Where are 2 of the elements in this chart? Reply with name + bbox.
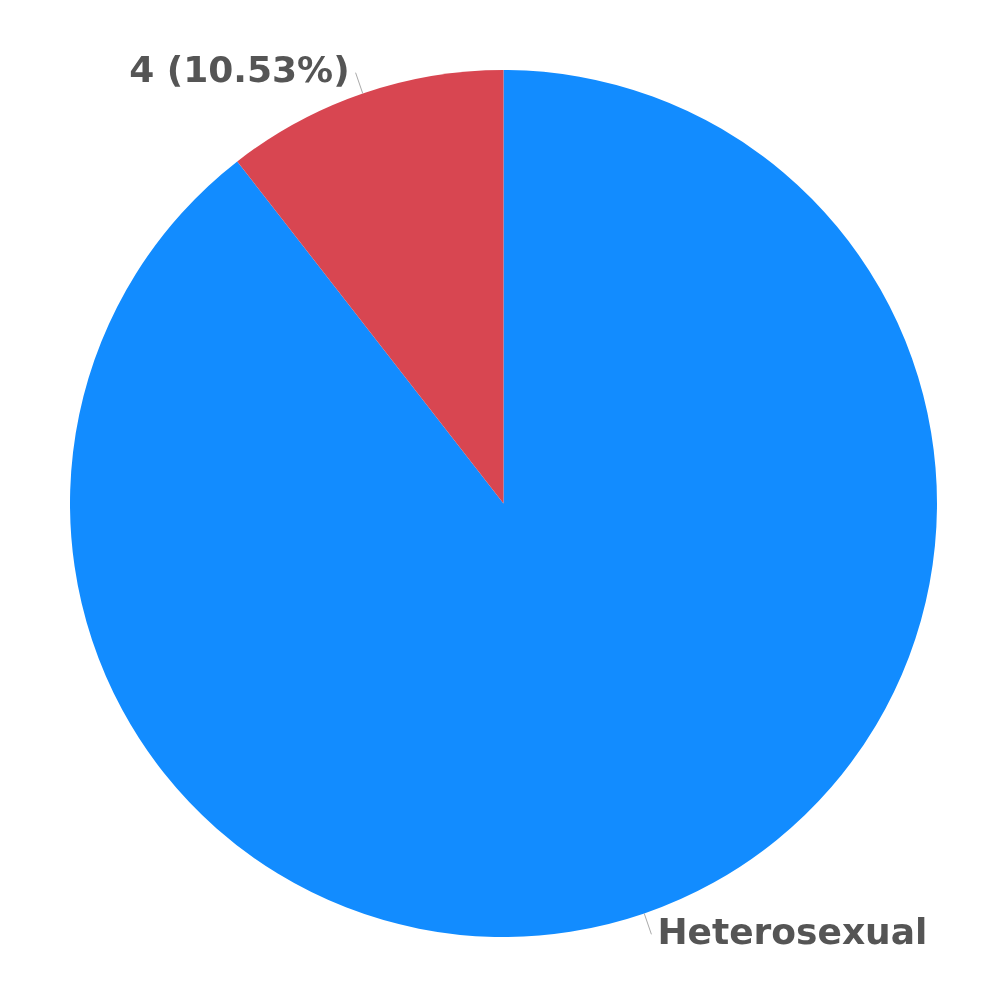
slice-label: Heterosexual [657, 910, 928, 952]
data-label: 4 (10.53%) [129, 49, 350, 91]
